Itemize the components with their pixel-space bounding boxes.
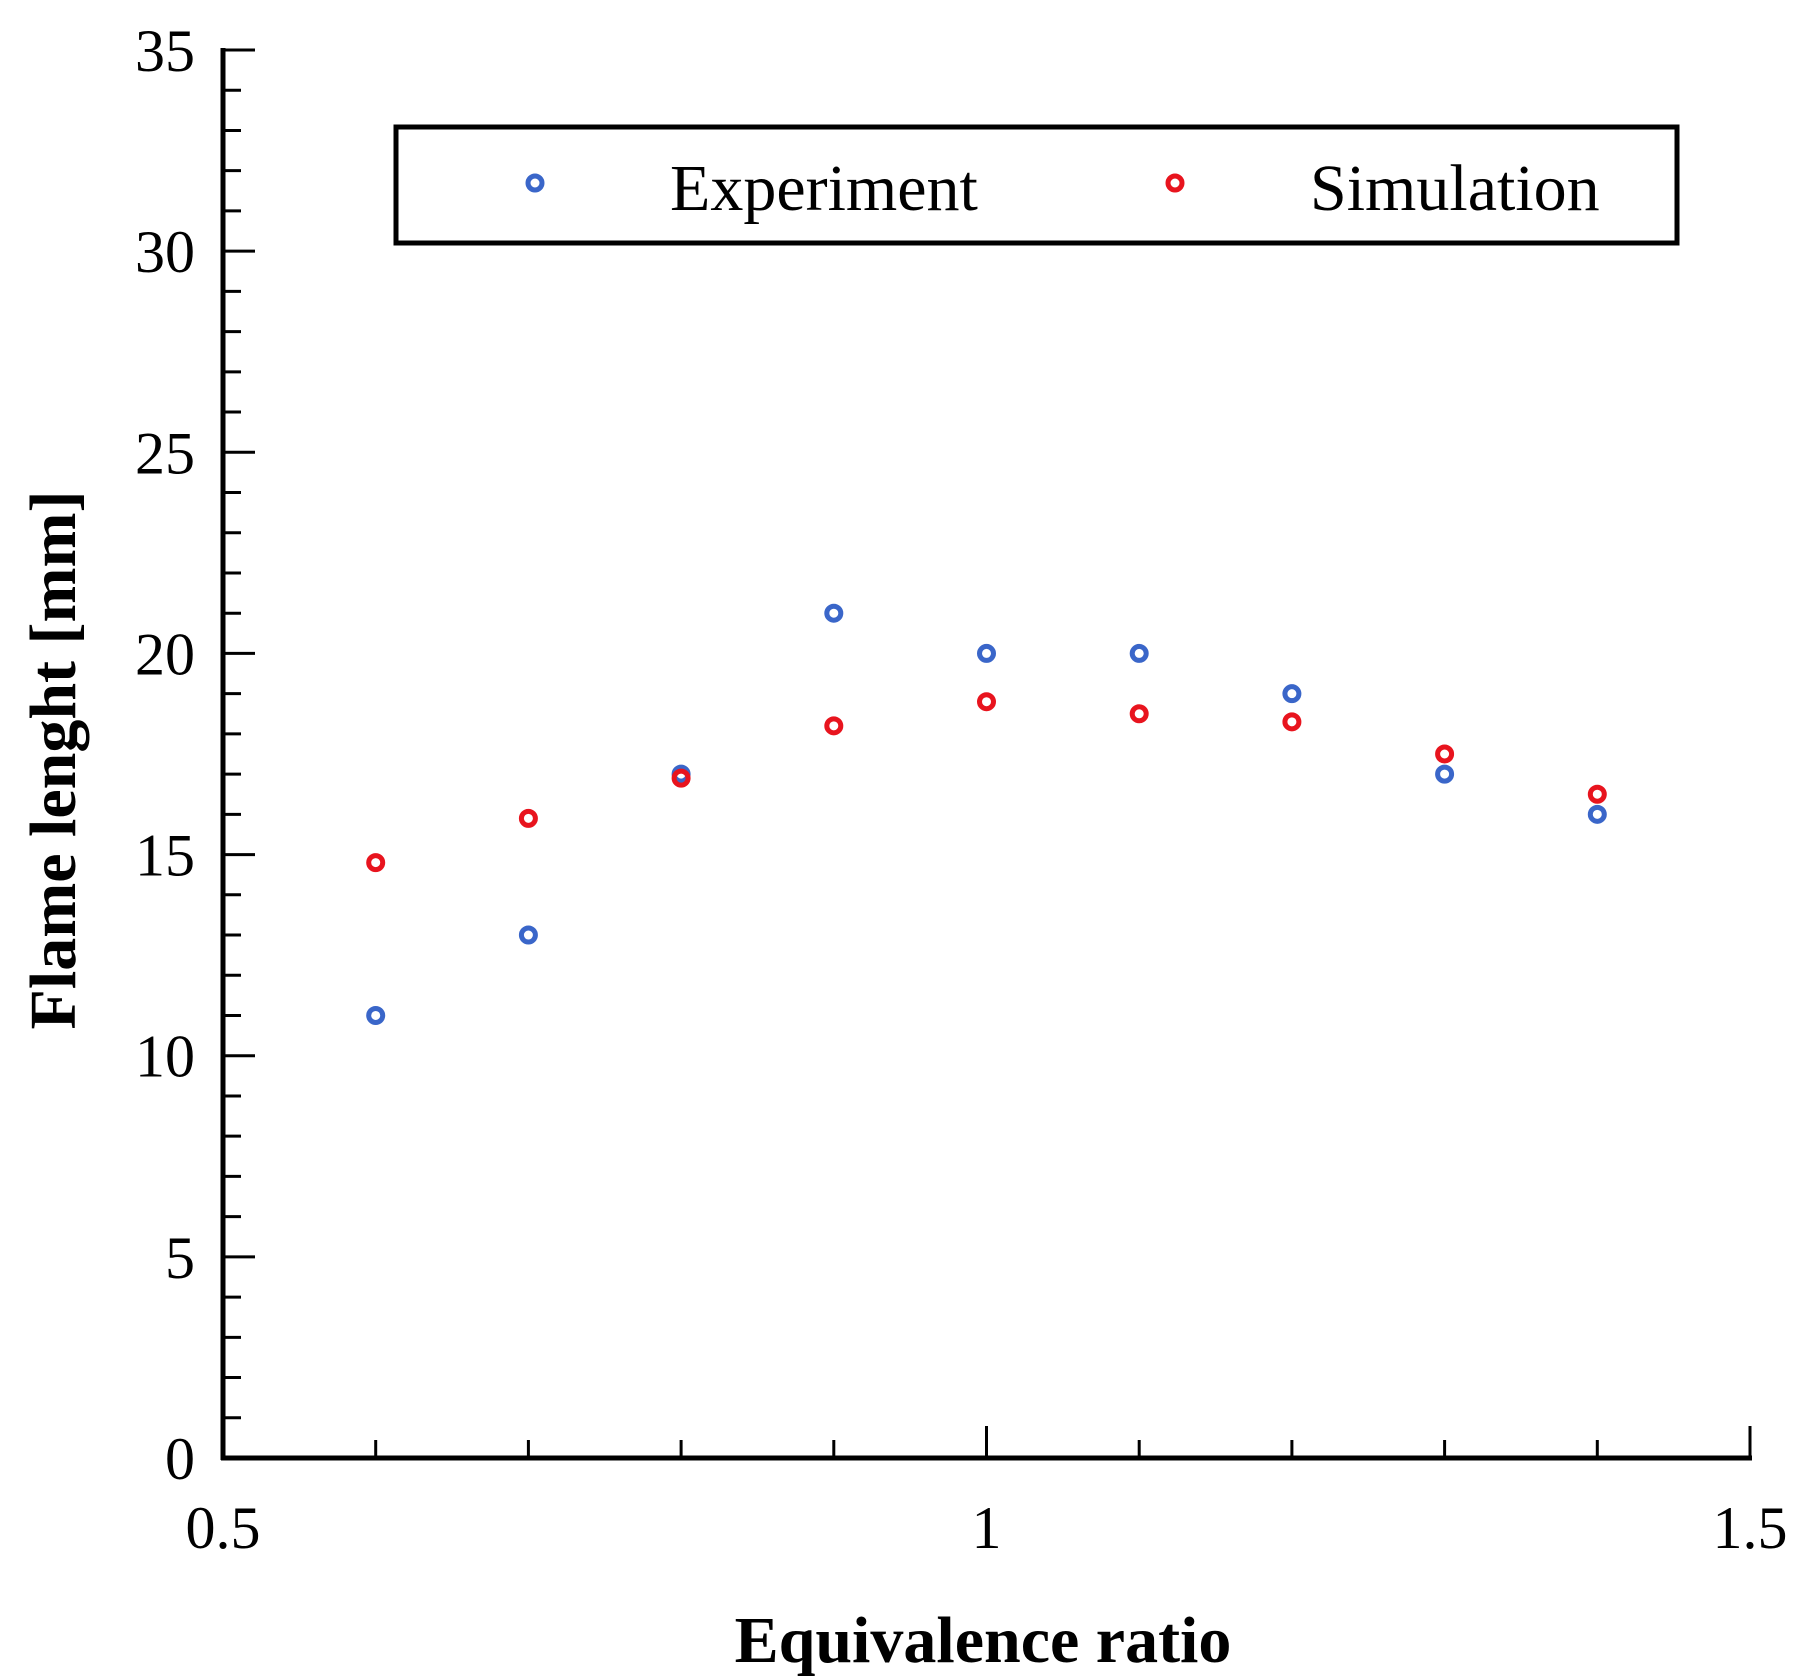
x-tick-label: 1 (972, 1495, 1002, 1561)
experiment-point (518, 925, 538, 945)
simulation-point (1435, 744, 1455, 764)
legend-label-simulation: Simulation (1310, 152, 1600, 225)
data-points (366, 603, 1607, 1025)
y-tick-label: 10 (135, 1024, 195, 1090)
simulation-point (1282, 712, 1302, 732)
experiment-point (1587, 804, 1607, 824)
legend: Experiment Simulation (393, 124, 1680, 246)
y-tick-label: 15 (135, 823, 195, 889)
experiment-point (824, 603, 844, 623)
legend-marker-experiment (525, 173, 545, 193)
simulation-point (977, 692, 996, 712)
simulation-point (1129, 704, 1149, 724)
y-axis-title: Flame lenght [mm] (17, 491, 90, 1030)
experiment-point (977, 643, 996, 663)
y-tick-label: 25 (135, 420, 195, 486)
x-tick-label: 1.5 (1713, 1495, 1788, 1561)
y-tick-label: 35 (135, 18, 195, 84)
simulation-point (1587, 784, 1607, 804)
experiment-point (1435, 764, 1455, 784)
x-axis-title: Equivalence ratio (735, 1604, 1232, 1677)
y-tick-label: 30 (135, 219, 195, 285)
simulation-point (824, 716, 844, 736)
legend-box (393, 124, 1680, 246)
legend-label-experiment: Experiment (670, 152, 978, 225)
experiment-point (366, 1005, 386, 1025)
y-tick-label: 0 (165, 1426, 195, 1492)
y-tick-label: 20 (135, 621, 195, 687)
experiment-point (1282, 684, 1302, 704)
legend-marker-simulation (1165, 173, 1185, 193)
x-tick-label: 0.5 (186, 1495, 261, 1561)
y-tick-label: 5 (165, 1225, 195, 1291)
y-axis-ticks: 0 5 10 15 20 25 30 35 (135, 18, 255, 1492)
x-axis-ticks: 0.5 1 1.5 (186, 1426, 1788, 1561)
experiment-point (1129, 643, 1149, 663)
simulation-point (518, 808, 538, 828)
simulation-point (366, 853, 386, 873)
simulation-point (671, 768, 691, 788)
